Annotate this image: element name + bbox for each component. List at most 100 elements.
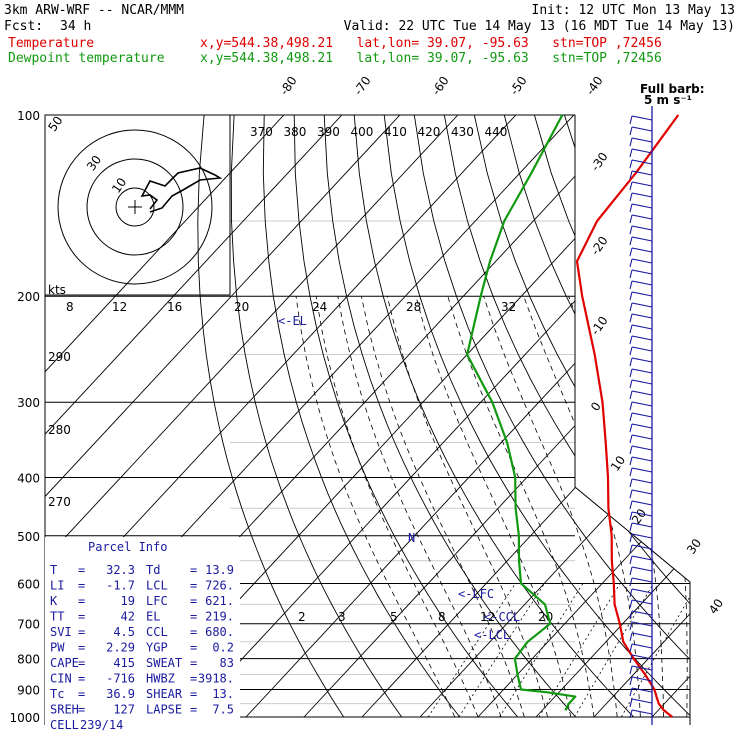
- wind-barb-flag: [629, 599, 633, 609]
- hodograph-ring-label-10: 10: [109, 175, 129, 196]
- dewpoint-location: x,y=544.38,498.21 lat,lon= 39.07, -95.63…: [200, 51, 662, 66]
- parcel-label: CIN: [50, 672, 72, 686]
- parcel-value-2: 726.: [205, 579, 234, 593]
- mixing-ratio-line: [458, 583, 545, 718]
- dewpoint-legend: Dewpoint temperature: [8, 51, 165, 66]
- parcel-eq: =: [78, 594, 85, 608]
- wind-barb-flag: [629, 511, 633, 521]
- valid-time: Valid: 22 UTC Tue 14 May 13 (16 MDT Tue …: [344, 19, 735, 34]
- wind-barb-flag: [629, 291, 633, 301]
- theta-label: 430: [451, 125, 474, 139]
- wind-barb: [631, 434, 653, 440]
- lcl-marker: <-LCL: [474, 628, 510, 642]
- isotherm: [245, 115, 690, 718]
- mixing-ratio-label: 12: [480, 610, 495, 624]
- wind-barb: [631, 478, 653, 484]
- hodograph-ring-30: [86, 158, 184, 256]
- wind-barb: [631, 368, 653, 374]
- parcel-label: T: [50, 563, 57, 577]
- wind-barb: [631, 445, 653, 451]
- wind-barb-flag: [629, 401, 633, 411]
- parcel-value: 19: [121, 594, 135, 608]
- isotherm: [303, 115, 690, 718]
- parcel-value: 127: [113, 703, 135, 717]
- hodograph-ring-label-30: 30: [84, 153, 104, 174]
- wind-barb-flag: [629, 533, 633, 543]
- wind-barb: [631, 654, 653, 660]
- wind-barb-flag: [629, 434, 633, 444]
- wind-barb-flag: [629, 148, 633, 158]
- parcel-label-2: LAPSE: [146, 703, 182, 717]
- isotherm: [45, 115, 459, 718]
- wind-barb-flag: [629, 522, 633, 532]
- parcel-eq: =: [78, 625, 85, 639]
- isotherm-label: 40: [706, 596, 726, 617]
- theta-label: 400: [351, 125, 374, 139]
- temperature-profile: [575, 114, 680, 718]
- parcel-value-2: 7.5: [212, 703, 234, 717]
- wind-barb-flag: [629, 368, 633, 378]
- isotherm: [45, 115, 401, 718]
- parcel-eq: =: [78, 656, 85, 670]
- theta-label: 410: [384, 125, 407, 139]
- barb-unit: 5 m s⁻¹: [644, 93, 692, 107]
- pressure-tick-label: 500: [17, 530, 40, 544]
- wind-barb: [631, 676, 653, 682]
- wind-barb-flag: [629, 357, 633, 367]
- wind-barb-flag: [629, 269, 633, 279]
- mixing-ratio-label: 3: [338, 610, 346, 624]
- parcel-value: 36.9: [106, 687, 135, 701]
- parcel-label: LI: [50, 579, 64, 593]
- parcel-label: CELL: [50, 718, 79, 732]
- parcel-label-2: SHEAR: [146, 687, 183, 701]
- wind-barb-flag: [629, 335, 633, 345]
- wind-barb-flag: [629, 236, 633, 246]
- isotherm: [45, 115, 343, 718]
- wetbulb-label: 20: [234, 300, 249, 314]
- parcel-value: 415: [113, 656, 135, 670]
- parcel-eq-2: =: [190, 703, 197, 717]
- wind-barb-flag: [629, 698, 633, 708]
- wind-barb: [631, 324, 653, 330]
- parcel-label-2: CCL: [146, 625, 168, 639]
- parcel-label-2: EL: [146, 610, 160, 624]
- wind-barb-flag: [629, 643, 633, 653]
- parcel-value: 2.29: [106, 641, 135, 655]
- wind-barb: [631, 599, 653, 605]
- parcel-value: -716: [106, 672, 135, 686]
- mixing-ratio-label: 8: [438, 610, 446, 624]
- isotherm-label: -70: [351, 74, 374, 98]
- wind-barb: [631, 522, 653, 528]
- parcel-label: K: [50, 594, 58, 608]
- wind-barb-flag: [629, 203, 633, 213]
- dry-adiabat: [293, 115, 519, 718]
- wind-barb: [631, 489, 653, 495]
- dry-adiabat: [684, 115, 690, 718]
- parcel-label: CAPE: [50, 656, 79, 670]
- isotherm-label: 10: [608, 453, 628, 474]
- parcel-eq-2: =: [190, 563, 197, 577]
- wind-barb-flag: [629, 192, 633, 202]
- parcel-label-2: HWBZ: [146, 672, 175, 686]
- isotherm-label: -40: [583, 74, 606, 98]
- wind-barb-flag: [629, 676, 633, 686]
- wind-barb: [631, 291, 653, 297]
- wind-barb-flag: [629, 258, 633, 268]
- wind-barb-flag: [629, 390, 633, 400]
- pressure-tick-label: 700: [17, 618, 40, 632]
- isotherm-label: -30: [588, 150, 611, 174]
- parcel-label-2: SWEAT: [146, 656, 182, 670]
- parcel-value-2: 13.9: [205, 563, 234, 577]
- wind-barb-flag: [629, 456, 633, 466]
- parcel-eq: =: [78, 703, 85, 717]
- dry-adiabat: [715, 115, 740, 717]
- wind-barb: [631, 577, 653, 583]
- theta-label: 380: [284, 125, 307, 139]
- wind-barb-flag: [629, 555, 633, 565]
- theta-label: 370: [250, 125, 273, 139]
- lfc-marker: <-LFC: [458, 587, 494, 601]
- wind-barb: [631, 621, 653, 627]
- wind-barb: [631, 643, 653, 649]
- wind-barb-flag: [629, 346, 633, 356]
